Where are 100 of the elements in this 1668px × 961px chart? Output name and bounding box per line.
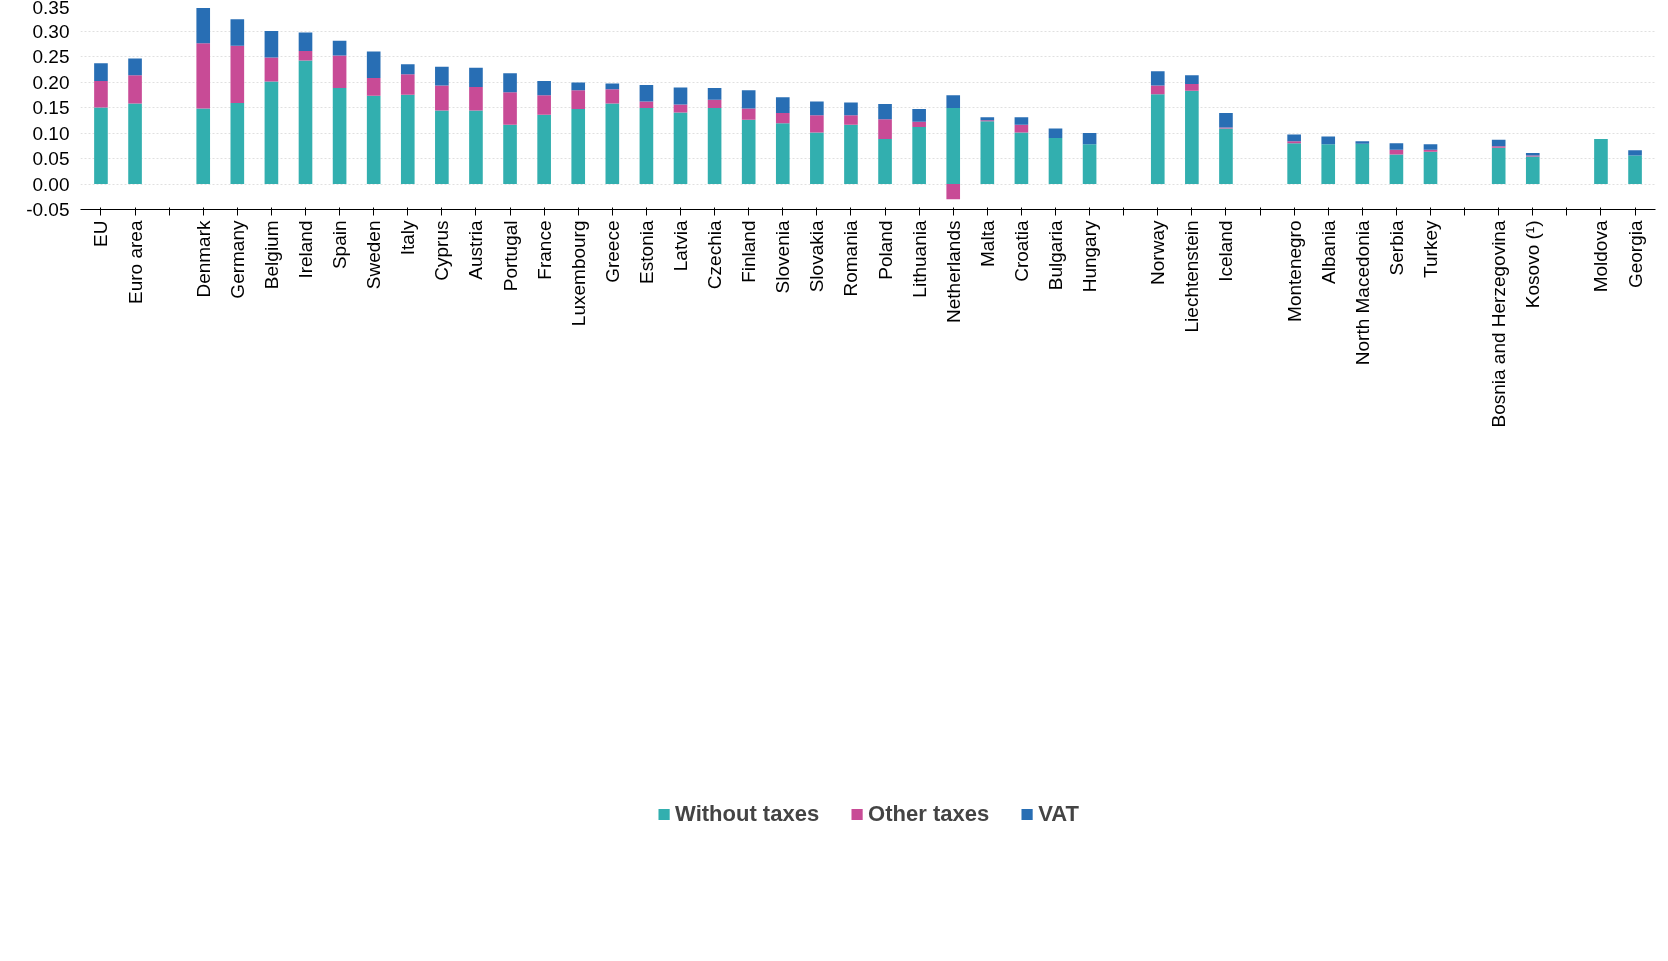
x-tick-label: Montenegro	[1283, 220, 1305, 322]
bar	[1287, 143, 1301, 184]
bar	[775, 123, 790, 184]
bar	[1321, 144, 1336, 184]
bar	[1355, 143, 1370, 184]
bar	[1185, 75, 1199, 85]
x-tick-label: North Macedonia	[1351, 220, 1373, 366]
x-tick-label: Czechia	[704, 220, 726, 290]
bar	[1082, 133, 1097, 145]
bar	[503, 73, 517, 93]
bar	[946, 184, 961, 200]
bar	[605, 89, 620, 104]
y-tick-label: 0.10	[32, 122, 70, 144]
bar	[400, 94, 415, 184]
y-tick-label: 0.25	[32, 46, 70, 67]
x-tick-label: Slovakia	[806, 220, 828, 293]
bar	[707, 108, 722, 184]
bar	[1150, 85, 1165, 95]
x-tick-label: EU	[90, 220, 112, 247]
bar	[537, 95, 551, 115]
bar	[128, 75, 142, 104]
bar	[1423, 151, 1438, 184]
bar	[503, 92, 517, 125]
y-tick-label: 0.20	[32, 71, 70, 93]
x-tick-label: Ireland	[295, 220, 316, 279]
bar	[639, 108, 654, 184]
bar	[1491, 139, 1506, 147]
bar	[810, 132, 824, 184]
bar	[1150, 94, 1165, 184]
bar	[673, 104, 688, 113]
bar	[94, 80, 108, 108]
legend-label: VAT	[1038, 800, 1079, 827]
bar	[707, 88, 722, 100]
bar	[1185, 90, 1199, 184]
bar	[571, 109, 586, 184]
bar	[1628, 155, 1642, 184]
bar	[946, 95, 961, 109]
bar	[196, 108, 211, 184]
x-tick-label: Germany	[226, 220, 248, 299]
x-tick-label: Moldova	[1590, 220, 1612, 293]
x-tick-label: Belgium	[260, 220, 282, 290]
bar	[1185, 84, 1199, 91]
bar	[298, 60, 313, 184]
x-tick-label: Lithuania	[908, 220, 930, 298]
bar	[400, 74, 415, 95]
x-tick-label: Sweden	[363, 220, 385, 290]
bar	[435, 66, 449, 86]
x-tick-label: Bulgaria	[1045, 220, 1066, 291]
x-tick-label: Finland	[738, 220, 760, 283]
y-tick-label: -0.05	[26, 199, 70, 220]
bar	[1491, 147, 1506, 184]
bar	[844, 115, 858, 125]
y-tick-label: 0.15	[32, 97, 70, 118]
bar	[1423, 144, 1438, 150]
bar	[912, 121, 926, 127]
bar	[673, 87, 688, 105]
bar	[1048, 138, 1063, 184]
x-tick-label: Euro area	[124, 220, 146, 304]
bar	[673, 112, 688, 184]
bar	[741, 90, 756, 109]
bar	[537, 80, 551, 96]
legend-label: Other taxes	[868, 800, 990, 827]
x-tick-label: Portugal	[499, 220, 521, 292]
x-tick-label: Bosnia and Herzegovina	[1488, 220, 1510, 428]
bar	[1048, 128, 1063, 139]
bar	[844, 124, 858, 184]
bar	[332, 40, 347, 56]
bar	[469, 110, 483, 184]
x-tick-label: Poland	[874, 220, 896, 280]
bar	[196, 43, 211, 109]
x-tick-label: Spain	[329, 220, 351, 270]
bar	[741, 108, 756, 120]
bar	[264, 81, 279, 184]
x-tick-label: Kosovo (¹)	[1522, 220, 1544, 309]
bar	[980, 121, 995, 184]
y-tick-label: 0.30	[32, 20, 70, 42]
bar	[400, 64, 415, 75]
bar	[1321, 136, 1336, 145]
x-tick-label: Liechtenstein	[1181, 220, 1203, 333]
bar	[503, 124, 517, 184]
bar	[1389, 143, 1404, 150]
x-tick-label: Greece	[601, 220, 623, 283]
bar	[775, 97, 790, 114]
bar	[878, 103, 892, 120]
x-tick-label: Estonia	[635, 220, 657, 284]
x-tick-label: Georgia	[1624, 220, 1646, 289]
bar	[366, 77, 381, 96]
x-tick-label: Latvia	[670, 220, 691, 272]
bar	[469, 87, 483, 111]
y-tick-label: 0.05	[32, 148, 70, 169]
bar	[1594, 139, 1608, 184]
bar	[912, 126, 926, 184]
bar	[230, 19, 245, 46]
bar	[264, 57, 279, 82]
bar	[605, 103, 620, 184]
bar	[264, 31, 279, 58]
x-tick-label: Romania	[840, 220, 862, 297]
bar	[230, 102, 245, 184]
bar	[1287, 141, 1301, 144]
bar	[469, 67, 483, 88]
